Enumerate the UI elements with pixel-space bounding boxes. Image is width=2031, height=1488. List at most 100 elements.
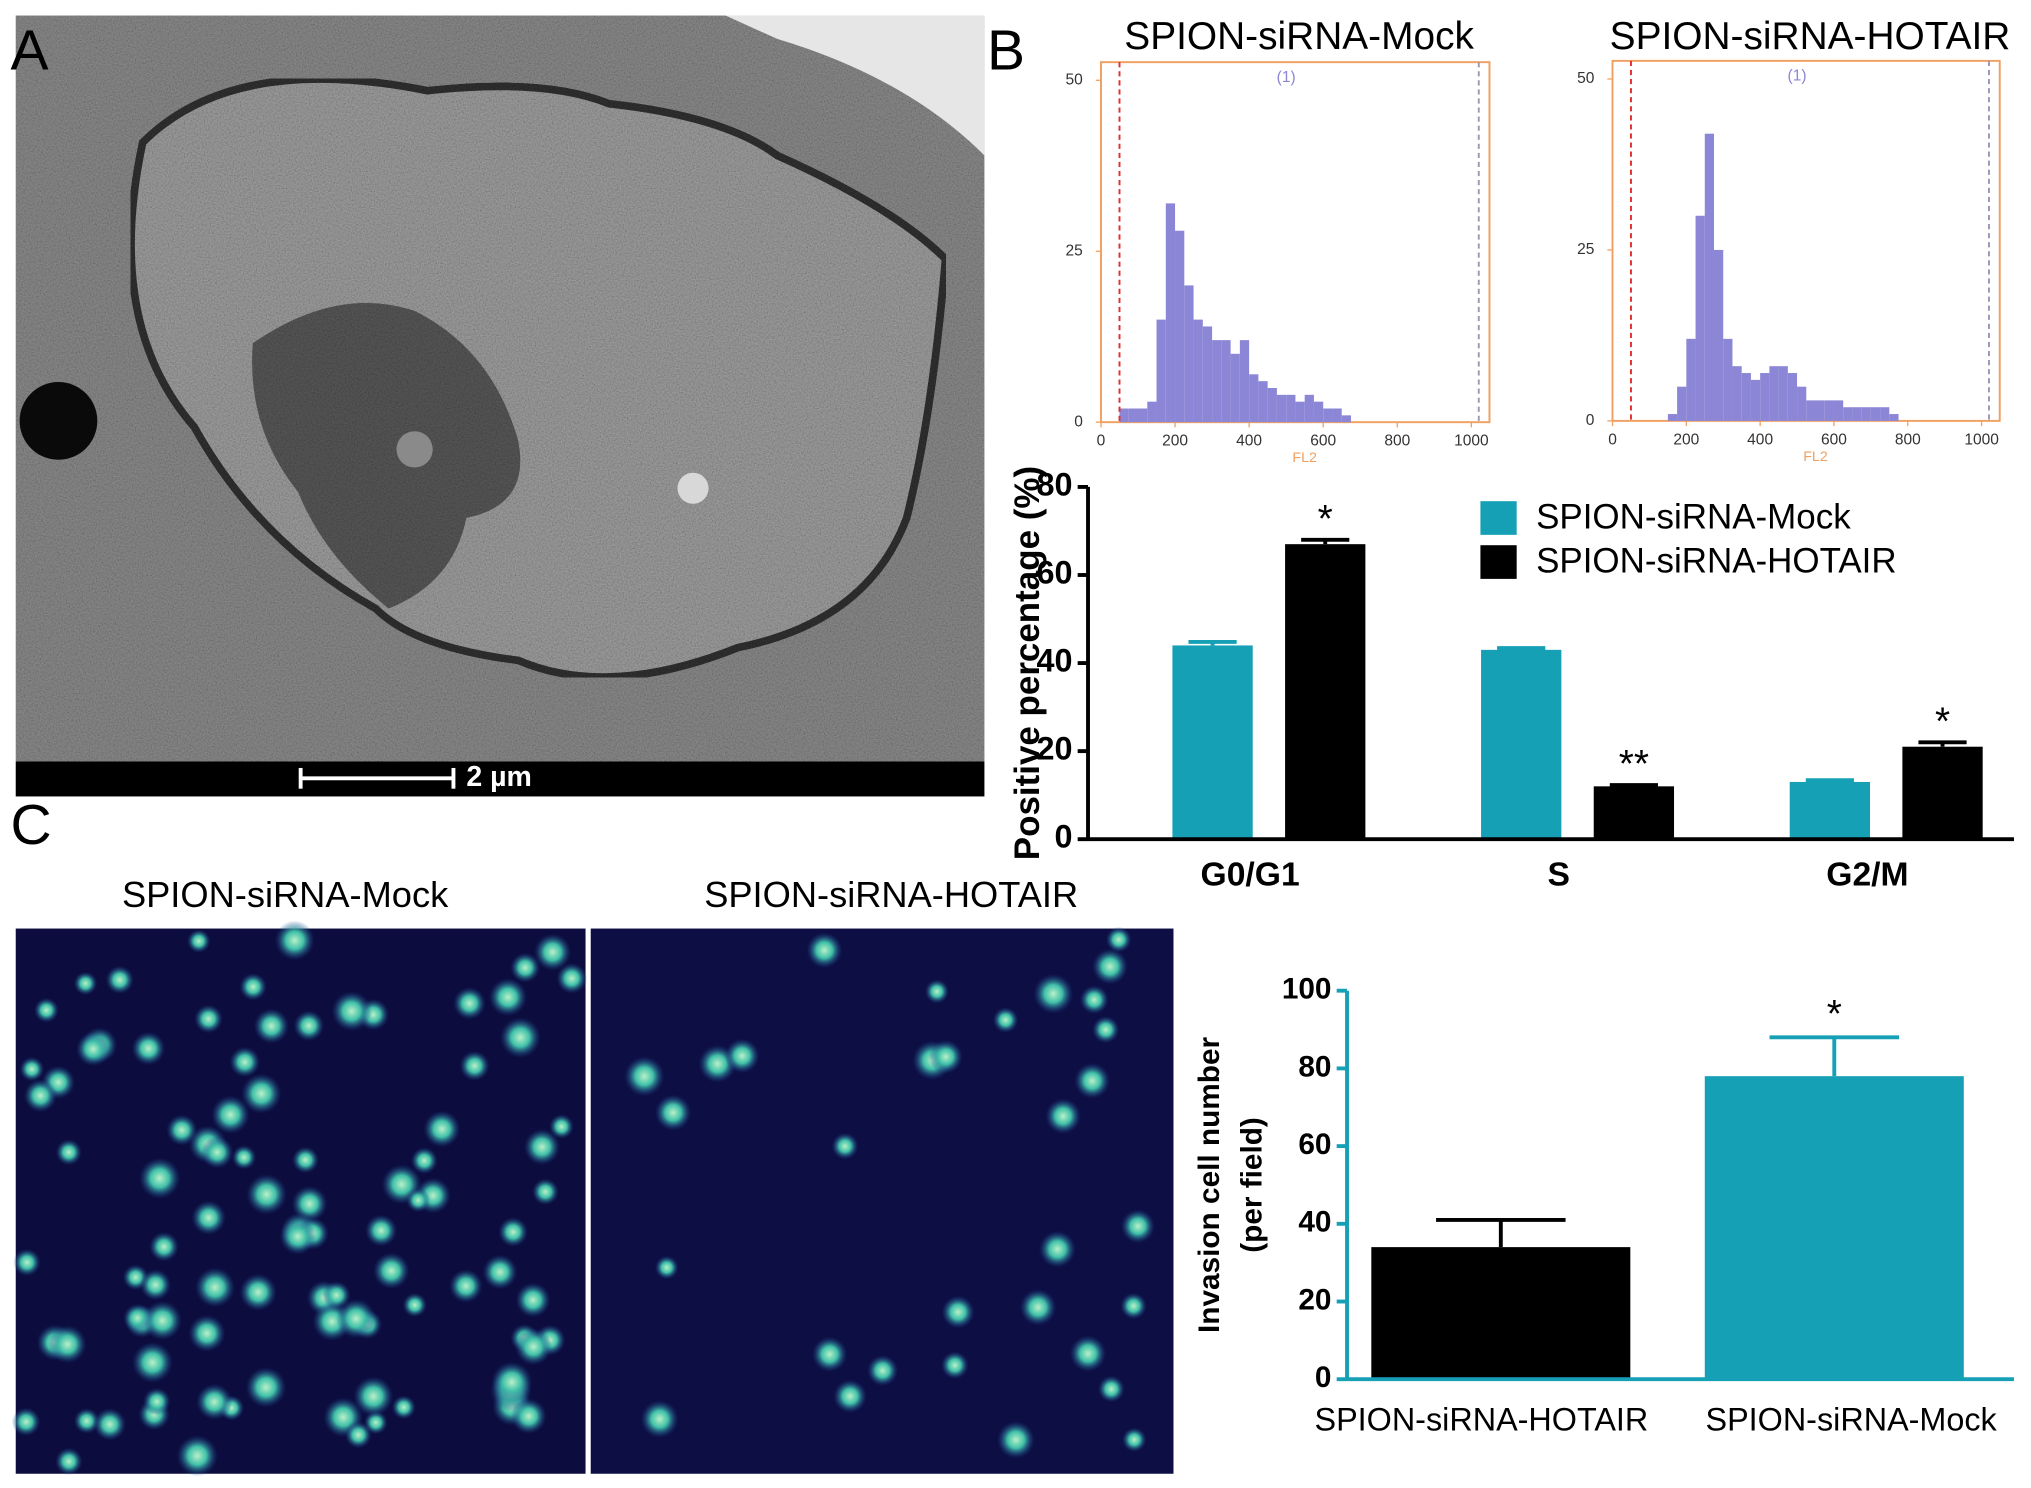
cell bbox=[510, 1398, 547, 1435]
significance: * bbox=[1935, 700, 1950, 743]
y-tick-label: 40 bbox=[1036, 643, 1072, 679]
cell bbox=[515, 1282, 551, 1318]
cell bbox=[196, 1383, 233, 1420]
histogram-bar bbox=[1202, 326, 1213, 423]
cell bbox=[331, 991, 372, 1032]
cell bbox=[831, 1132, 859, 1160]
cell bbox=[365, 1214, 398, 1247]
cell bbox=[143, 1387, 171, 1416]
cell bbox=[491, 1361, 533, 1403]
annotation: (1) bbox=[1788, 68, 1807, 85]
x-axis-label: FL2 bbox=[1803, 449, 1828, 465]
dense-body bbox=[19, 382, 98, 460]
cell bbox=[293, 1010, 325, 1042]
cell bbox=[549, 1114, 574, 1139]
histogram-bar bbox=[1128, 408, 1139, 423]
histogram-bar bbox=[1165, 203, 1176, 423]
cell bbox=[640, 1400, 679, 1439]
cell bbox=[514, 1328, 553, 1366]
cell bbox=[1105, 926, 1132, 953]
cell bbox=[131, 1031, 166, 1066]
bar bbox=[1371, 1247, 1631, 1380]
cell bbox=[498, 1217, 528, 1247]
y-tick-label: 0 bbox=[1586, 412, 1595, 429]
histogram-bar bbox=[1714, 249, 1724, 421]
cell bbox=[194, 1004, 223, 1034]
histogram-bar bbox=[1889, 414, 1899, 421]
cell bbox=[488, 978, 528, 1017]
cell bbox=[1045, 1098, 1081, 1135]
y-tick-label: 60 bbox=[1298, 1128, 1331, 1161]
cell bbox=[406, 1188, 431, 1213]
cell bbox=[402, 1292, 427, 1318]
cell bbox=[246, 1174, 287, 1215]
cell bbox=[187, 929, 211, 953]
cell bbox=[105, 965, 134, 994]
cell bbox=[48, 1325, 87, 1364]
histogram-bar bbox=[1295, 401, 1305, 423]
y-tick-label: 40 bbox=[1298, 1206, 1331, 1239]
cell bbox=[241, 1073, 282, 1114]
cell bbox=[1120, 1209, 1155, 1244]
cell bbox=[73, 971, 98, 996]
cell bbox=[449, 1269, 483, 1303]
histogram-bar bbox=[1221, 340, 1231, 423]
cell bbox=[11, 1407, 41, 1437]
y-tick-label: 0 bbox=[1315, 1361, 1332, 1394]
x-tick-label: 400 bbox=[1236, 433, 1262, 450]
histogram-bar bbox=[1193, 319, 1203, 423]
y-tick-label: 0 bbox=[1054, 819, 1072, 855]
scale-label: 2 µm bbox=[466, 761, 532, 793]
cell bbox=[195, 1267, 236, 1308]
cell bbox=[13, 1248, 41, 1277]
x-tick-label: S bbox=[1548, 857, 1570, 894]
histogram-bar bbox=[1760, 373, 1770, 421]
cell bbox=[142, 1300, 183, 1341]
cell bbox=[1092, 948, 1128, 985]
histogram-bar bbox=[1787, 373, 1798, 421]
legend-label: SPION-siRNA-Mock bbox=[1536, 498, 1851, 537]
cell bbox=[231, 1145, 257, 1170]
cell bbox=[55, 1447, 83, 1476]
y-tick-label: 50 bbox=[1066, 71, 1084, 88]
histogram-bar bbox=[1843, 407, 1853, 421]
histogram-bar bbox=[1341, 415, 1351, 423]
chart-title: SPION-siRNA-Mock bbox=[1124, 15, 1474, 58]
histogram-bar bbox=[1732, 366, 1742, 421]
image-title: SPION-siRNA-Mock bbox=[122, 874, 449, 915]
histogram-bar bbox=[1212, 340, 1222, 423]
cell bbox=[499, 1017, 541, 1059]
cell bbox=[1092, 1016, 1120, 1044]
cell bbox=[336, 1298, 376, 1339]
cell bbox=[274, 920, 315, 961]
histogram-bar bbox=[1119, 408, 1129, 423]
bar bbox=[1285, 544, 1366, 840]
histogram-bar bbox=[1880, 407, 1890, 421]
histogram-bar bbox=[1741, 373, 1751, 421]
cell bbox=[239, 973, 267, 1001]
cell bbox=[654, 1255, 679, 1280]
cell bbox=[245, 1366, 287, 1408]
histogram-bar bbox=[1313, 401, 1324, 423]
histogram-bar bbox=[1852, 407, 1862, 421]
histogram-bar bbox=[1267, 387, 1277, 423]
cell bbox=[1079, 985, 1109, 1015]
cell bbox=[1074, 1062, 1111, 1099]
x-tick-label: 200 bbox=[1673, 431, 1699, 448]
cell bbox=[941, 1295, 975, 1329]
histogram-bar bbox=[1797, 386, 1807, 421]
cell bbox=[867, 1355, 899, 1387]
cell bbox=[482, 1254, 518, 1290]
histogram-bar bbox=[1138, 408, 1148, 423]
cell bbox=[344, 1421, 372, 1449]
cell bbox=[654, 1094, 692, 1131]
y-tick-label: 60 bbox=[1036, 555, 1072, 591]
cell bbox=[1120, 1292, 1147, 1320]
y-tick-label: 20 bbox=[1298, 1283, 1331, 1316]
x-tick-label: 800 bbox=[1384, 433, 1410, 450]
histogram-bar bbox=[1286, 394, 1296, 423]
y-tick-label: 25 bbox=[1577, 241, 1594, 258]
cell bbox=[353, 1376, 394, 1417]
cell bbox=[459, 1050, 490, 1081]
y-tick-label: 20 bbox=[1036, 731, 1072, 767]
